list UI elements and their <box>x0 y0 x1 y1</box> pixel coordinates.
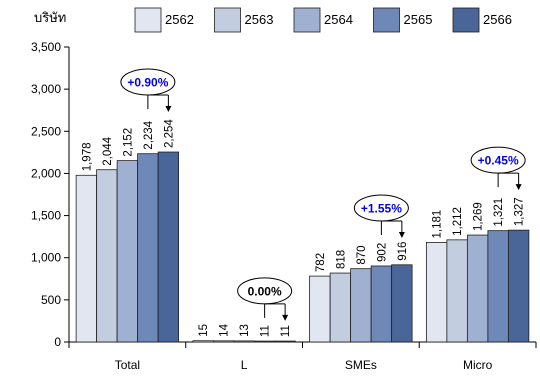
bar-smes-2562 <box>309 275 331 343</box>
bar-smes-2563 <box>329 272 352 343</box>
data-label-smes-2563: 818 <box>335 250 347 269</box>
x-tick-label-smes: SMEs <box>345 358 377 372</box>
annotation-text-micro: +0.45% <box>478 154 519 168</box>
y-tick-label: 0 <box>54 335 61 349</box>
data-label-total-2563: 2,044 <box>102 136 114 165</box>
bar-l-2562 <box>192 340 214 343</box>
legend-swatch-2565 <box>373 7 400 33</box>
bar-l-2564 <box>233 340 255 343</box>
y-tick-label: 3,000 <box>31 82 61 96</box>
y-tick-label: 3,500 <box>31 40 61 54</box>
annotation-arrow-head-micro <box>515 184 522 191</box>
data-label-l-2565: 11 <box>260 325 272 337</box>
legend-swatch-2563 <box>214 7 241 33</box>
bar-l-2565 <box>253 340 276 343</box>
data-label-l-2562: 15 <box>198 324 210 337</box>
legend-swatch-2566 <box>452 7 480 33</box>
legend-label-2564: 2564 <box>324 12 353 27</box>
y-tick-label: 2,500 <box>31 124 61 138</box>
bar-smes-2566 <box>391 264 413 343</box>
x-tick-label-micro: Micro <box>463 358 493 372</box>
data-label-total-2566: 2,254 <box>163 119 175 148</box>
x-tick-label-total: Total <box>115 358 140 372</box>
data-label-micro-2563: 1,212 <box>452 207 464 236</box>
y-tick-label: 1,500 <box>31 209 61 223</box>
annotation-text-total: +0.90% <box>127 76 168 90</box>
data-label-total-2564: 2,152 <box>122 128 134 157</box>
annotation-text-smes: +1.55% <box>361 201 402 215</box>
bar-micro-2562 <box>425 242 448 343</box>
data-label-total-2562: 1,978 <box>81 143 93 172</box>
bar-micro-2565 <box>487 230 509 343</box>
data-label-total-2565: 2,234 <box>143 120 155 149</box>
annotation-arrow-head-l <box>282 314 289 321</box>
legend-label-2562: 2562 <box>165 12 194 27</box>
bar-micro-2563 <box>446 239 468 343</box>
bar-smes-2565 <box>370 265 393 343</box>
bar-total-2566 <box>157 151 180 343</box>
y-tick-label: 500 <box>41 293 61 307</box>
data-label-micro-2566: 1,327 <box>514 197 526 226</box>
data-label-micro-2565: 1,321 <box>493 198 505 227</box>
bar-total-2565 <box>137 153 159 343</box>
y-tick-label: 2,000 <box>31 166 61 180</box>
data-label-smes-2564: 870 <box>356 245 368 264</box>
annotation-arrow-head-smes <box>398 231 405 238</box>
x-tick-label-l: L <box>241 358 248 372</box>
bar-l-2563 <box>212 340 235 343</box>
annotation-arrow-head-total <box>165 106 172 113</box>
bar-total-2563 <box>96 169 118 343</box>
bar-total-2562 <box>75 174 98 343</box>
bar-smes-2564 <box>350 268 372 343</box>
bar-micro-2566 <box>507 229 530 343</box>
data-label-smes-2566: 916 <box>397 242 409 261</box>
data-label-smes-2565: 902 <box>376 243 388 262</box>
bar-micro-2564 <box>466 234 489 343</box>
data-label-l-2566: 11 <box>280 325 292 337</box>
data-label-micro-2564: 1,269 <box>473 202 485 231</box>
data-label-micro-2562: 1,181 <box>432 210 444 239</box>
legend-label-2565: 2565 <box>404 12 433 27</box>
y-axis-unit-label: บริษัท <box>34 10 66 25</box>
legend-swatch-2562 <box>134 7 162 33</box>
data-label-smes-2562: 782 <box>315 253 327 272</box>
bar-l-2566 <box>274 340 296 343</box>
data-label-l-2564: 13 <box>239 324 251 337</box>
annotation-text-l: 0.00% <box>248 284 282 298</box>
bar-total-2564 <box>116 160 139 343</box>
legend-label-2563: 2563 <box>245 12 274 27</box>
y-tick-label: 1,000 <box>31 251 61 265</box>
legend-label-2566: 2566 <box>483 12 512 27</box>
legend-swatch-2564 <box>293 7 321 33</box>
data-label-l-2563: 14 <box>219 323 231 336</box>
